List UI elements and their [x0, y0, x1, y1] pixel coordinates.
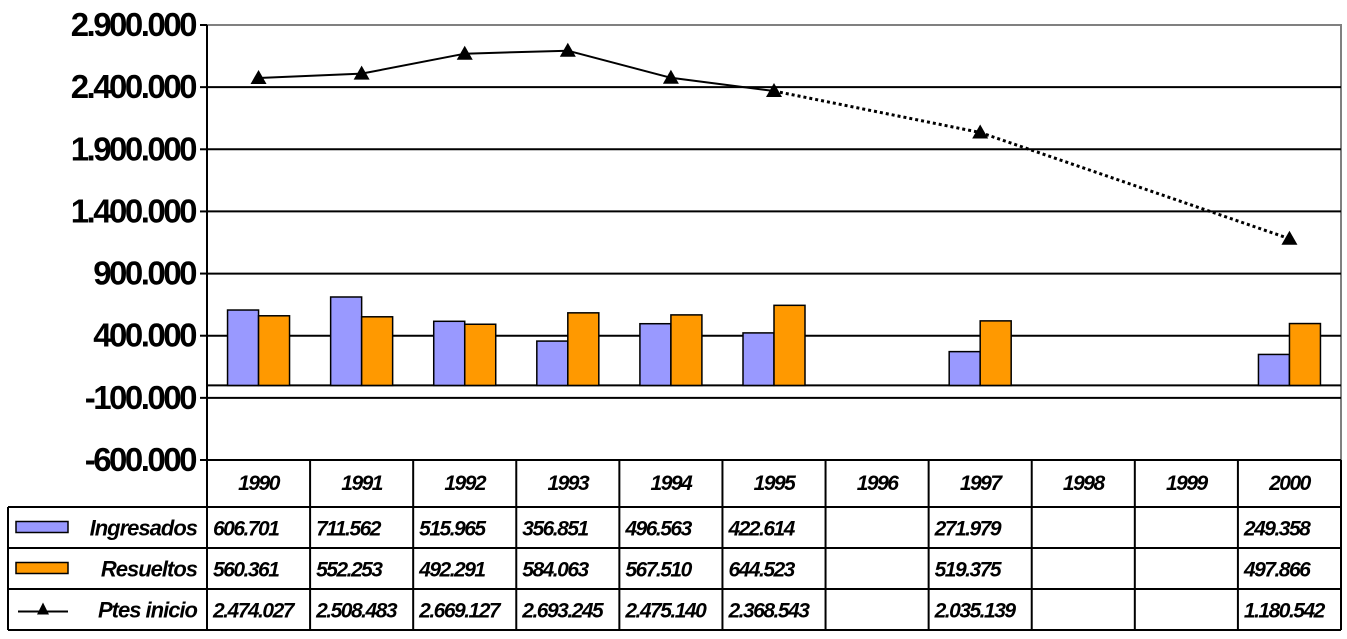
category-label: 1990: [238, 472, 281, 495]
table-cell: 2.693.245: [521, 600, 604, 623]
table-cell: 1.180.542: [1244, 600, 1326, 623]
bar-ingresados: [1257, 353, 1291, 387]
marker-ptes-inicio: [353, 65, 370, 80]
category-label: 1997: [960, 472, 1004, 495]
y-tick-label: 1.900.000: [71, 130, 196, 167]
plot-area: [206, 24, 1342, 461]
bar-resueltos: [463, 323, 497, 387]
bar-resueltos: [773, 304, 806, 387]
category-label: 1999: [1166, 472, 1209, 495]
marker-ptes-inicio: [559, 42, 576, 57]
table-cell: 567.510: [625, 559, 692, 582]
table-cell: 2.508.483: [315, 600, 398, 623]
bar-ingresados: [639, 322, 672, 387]
y-tick-label: -100.000: [85, 379, 196, 416]
y-tick-label: 400.000: [93, 317, 196, 354]
bar-ingresados: [226, 309, 260, 387]
table-cell: 644.523: [728, 559, 795, 582]
table-cell: 515.965: [419, 518, 486, 541]
table-cell: 422.614: [727, 518, 795, 541]
table-cell: 2.669.127: [418, 600, 502, 623]
y-tick-label: 2.900.000: [71, 6, 196, 43]
table-cell: 560.361: [213, 559, 279, 582]
category-label: 1992: [444, 472, 487, 495]
y-tick-label: -600.000: [85, 441, 196, 478]
y-tick-label: 1.400.000: [71, 192, 196, 229]
row-label: Ptes inicio: [98, 598, 198, 623]
bar-ingresados: [432, 320, 466, 387]
bar-resueltos: [567, 312, 600, 387]
table-cell: 496.563: [624, 518, 692, 541]
bar-resueltos: [670, 314, 703, 387]
table-cell: 606.701: [213, 518, 279, 541]
table-cell: 249.358: [1243, 518, 1311, 541]
marker-ptes-inicio: [456, 45, 473, 60]
table-cell: 356.851: [522, 518, 588, 541]
marker-ptes-inicio: [766, 83, 782, 98]
category-label: 1998: [1063, 472, 1106, 495]
line-segment-ptes-inicio: [464, 49, 568, 55]
bar-ingresados: [948, 350, 981, 387]
table-cell: 519.375: [935, 559, 1002, 582]
marker-ptes-inicio: [972, 124, 989, 139]
category-label: 2000: [1268, 472, 1312, 495]
row-label: Ingresados: [90, 516, 198, 541]
table-cell: 492.291: [418, 559, 485, 582]
category-label: 1996: [857, 472, 900, 495]
table-cell: 552.253: [316, 559, 383, 582]
marker-ptes-inicio: [1281, 230, 1298, 245]
bar-ingresados: [536, 340, 569, 387]
y-tick-label: 900.000: [93, 255, 196, 292]
category-label: 1995: [754, 472, 797, 495]
legend-key-ingresados: [15, 520, 69, 534]
table-cell: 497.866: [1243, 559, 1311, 582]
legend-key-resueltos: [15, 561, 69, 575]
table-cell: 584.063: [522, 559, 589, 582]
marker-ptes-inicio: [250, 69, 267, 84]
table-cell: 271.979: [934, 518, 1002, 541]
line-segment-ptes-inicio: [979, 131, 1290, 241]
y-tick-label: 2.400.000: [71, 68, 196, 105]
legend-key-marker: [37, 602, 49, 615]
bar-ingresados: [742, 332, 775, 387]
bar-resueltos: [257, 315, 291, 387]
line-segment-ptes-inicio: [773, 89, 981, 134]
line-segment-ptes-inicio: [258, 72, 362, 79]
bar-resueltos: [1288, 322, 1322, 387]
line-segment-ptes-inicio: [567, 49, 672, 79]
table-cell: 711.562: [316, 518, 382, 541]
line-segment-ptes-inicio: [361, 52, 465, 75]
marker-ptes-inicio: [662, 69, 679, 84]
category-label: 1993: [547, 472, 590, 495]
bar-resueltos: [360, 316, 394, 387]
table-cell: 2.475.140: [624, 600, 707, 623]
category-label: 1994: [651, 472, 694, 495]
table-cell: 2.035.139: [934, 600, 1017, 623]
category-label: 1991: [341, 472, 383, 495]
bar-resueltos: [979, 320, 1012, 387]
bar-ingresados: [329, 296, 363, 387]
line-segment-ptes-inicio: [670, 76, 775, 93]
table-cell: 2.474.027: [212, 600, 296, 623]
row-label: Resueltos: [101, 557, 198, 582]
table-cell: 2.368.543: [727, 600, 810, 623]
